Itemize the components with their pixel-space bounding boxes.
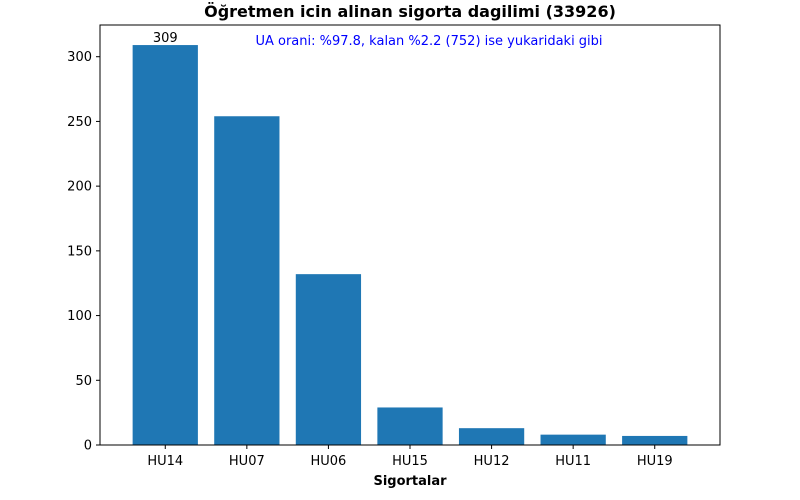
y-tick-label: 150 — [67, 244, 92, 259]
y-tick-label: 200 — [67, 180, 92, 195]
y-tick-label: 0 — [84, 439, 92, 454]
bar-hu15 — [377, 407, 443, 445]
plot-area: HU14 HU07 HU06 HU15 HU12 HU11 HU19 0 50 100 150 20… — [67, 24, 721, 469]
x-tick-label: HU15 — [392, 454, 428, 469]
x-tick-label: HU07 — [229, 454, 265, 469]
bar-hu07 — [214, 116, 280, 445]
bar-hu19 — [622, 435, 688, 445]
x-tick-label: HU14 — [147, 454, 183, 469]
bar-hu14 — [132, 45, 198, 445]
x-tick-label: HU11 — [555, 454, 591, 469]
y-tick-label: 250 — [67, 115, 92, 130]
data-labels: 309 — [153, 31, 178, 46]
y-tick-label: 300 — [67, 50, 92, 65]
bar-hu06 — [295, 274, 362, 445]
x-tick-label: HU12 — [474, 454, 510, 469]
chart-annotation: UA orani: %97.8, kalan %2.2 (752) ise yu… — [255, 34, 602, 49]
bar-hu12 — [458, 428, 525, 445]
x-axis-ticks: HU14 HU07 HU06 HU15 HU12 HU11 HU19 — [147, 445, 673, 469]
x-axis-label: Sigortalar — [373, 474, 447, 489]
y-axis-ticks: 0 50 100 150 200 250 300 — [67, 50, 100, 454]
plot-frame — [99, 24, 721, 446]
x-tick-label: HU06 — [310, 454, 346, 469]
bars-group — [132, 45, 688, 445]
y-tick-label: 100 — [67, 309, 92, 324]
bar-hu11 — [540, 434, 606, 445]
x-tick-label: HU19 — [637, 454, 673, 469]
y-tick-label: 50 — [75, 374, 92, 389]
chart-title: Öğretmen icin alinan sigorta dagilimi (3… — [204, 2, 616, 21]
bar-value-label: 309 — [153, 31, 178, 46]
